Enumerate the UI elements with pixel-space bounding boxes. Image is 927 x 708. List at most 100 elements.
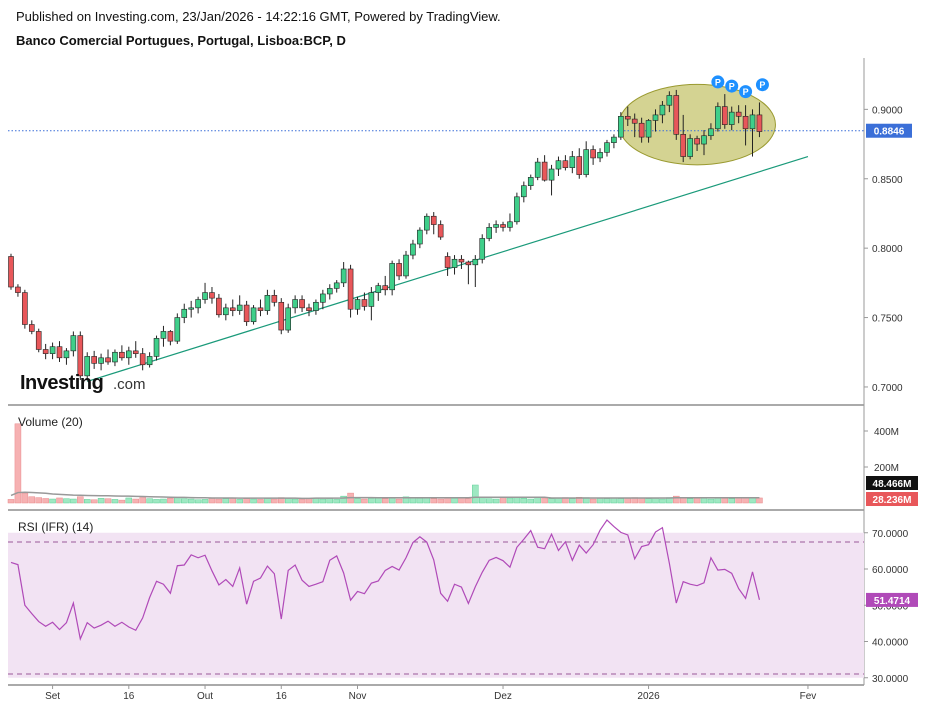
- volume-bar: [707, 498, 715, 504]
- candle-body: [326, 288, 333, 295]
- candle-body: [63, 350, 70, 359]
- candle-body: [271, 295, 278, 303]
- time-tick-label: Nov: [349, 691, 367, 702]
- volume-bar: [298, 499, 306, 504]
- time-tick-label: 16: [276, 691, 288, 702]
- volume-bars: [7, 423, 763, 504]
- candle-body: [250, 307, 257, 323]
- rsi-band: [8, 532, 864, 678]
- candle-body: [70, 335, 77, 352]
- volume-bar: [194, 499, 202, 504]
- rsi-tick-label: 40.0000: [872, 638, 909, 649]
- candle-body: [742, 115, 749, 130]
- volume-bar: [624, 498, 632, 504]
- candle-body: [361, 299, 368, 307]
- candle-body: [728, 111, 735, 125]
- candle-body: [541, 161, 548, 181]
- candle-body: [437, 224, 444, 238]
- candle-body: [236, 304, 243, 311]
- volume-bar: [555, 498, 562, 504]
- candle-body: [146, 356, 153, 366]
- candle-body: [28, 324, 35, 332]
- volume-bar: [368, 498, 375, 504]
- candle-body: [611, 136, 617, 143]
- volume-bar: [340, 495, 347, 504]
- candle-body: [555, 160, 562, 170]
- candle-body: [479, 238, 486, 260]
- volume-bar: [548, 498, 555, 504]
- volume-bar: [395, 498, 403, 504]
- rsi-tick-label: 70.0000: [872, 529, 909, 540]
- candle-body: [313, 301, 319, 311]
- volume-bar: [160, 498, 167, 504]
- candle-body: [403, 254, 409, 277]
- candle-body: [618, 115, 624, 138]
- candle-body: [91, 356, 97, 364]
- candle-body: [521, 185, 527, 198]
- candle-body: [77, 335, 84, 377]
- candle-body: [576, 156, 583, 175]
- candle-body: [527, 177, 534, 186]
- volume-bar: [257, 499, 264, 504]
- candle-body: [126, 350, 132, 359]
- candle-body: [715, 106, 721, 130]
- last-price-tag: 0.8846: [866, 123, 912, 138]
- rsi-label: RSI (IFR) (14): [18, 520, 93, 534]
- candle-body: [721, 106, 728, 125]
- svg-text:51.4714: 51.4714: [874, 596, 911, 607]
- time-tick-label: Fev: [800, 691, 817, 702]
- volume-bar: [215, 498, 223, 504]
- candle-body: [243, 304, 250, 323]
- candle-body: [264, 295, 271, 311]
- volume-bar: [243, 498, 250, 504]
- volume-bar: [21, 492, 29, 504]
- candle-body: [756, 114, 763, 132]
- candle-body: [389, 263, 395, 291]
- candle-body: [354, 299, 361, 310]
- volume-bar: [686, 498, 694, 504]
- volume-bar: [409, 497, 417, 504]
- candle-body: [285, 307, 292, 331]
- volume-bar: [167, 498, 174, 504]
- candle-body: [472, 258, 479, 266]
- volume-bar: [326, 498, 334, 504]
- candle-body: [299, 299, 305, 309]
- candle-body: [645, 120, 652, 138]
- candle-body: [659, 104, 666, 116]
- volume-bar: [527, 498, 534, 504]
- candle-body: [458, 258, 465, 263]
- volume-bar: [35, 497, 42, 504]
- candle-body: [500, 224, 506, 228]
- rsi-tick-label: 30.0000: [872, 674, 909, 685]
- p-marker-label: P: [743, 87, 749, 97]
- volume-bar: [264, 498, 271, 504]
- svg-text:28.236M: 28.236M: [873, 495, 912, 506]
- volume-bar: [90, 499, 98, 504]
- volume-bar: [354, 498, 361, 504]
- volume-bar: [437, 498, 444, 504]
- candle-body: [410, 243, 416, 256]
- candle-body: [35, 331, 42, 350]
- volume-bar: [492, 498, 500, 504]
- candle-body: [188, 307, 194, 310]
- candle-body: [652, 114, 659, 121]
- time-tick-label: Dez: [494, 691, 512, 702]
- volume-bar: [472, 484, 479, 504]
- volume-bar: [534, 497, 541, 504]
- price-tick-label: 0.7500: [872, 314, 903, 325]
- time-tick-label: Set: [45, 691, 60, 702]
- candle-body: [666, 95, 673, 106]
- candle-body: [597, 152, 603, 159]
- candle-body: [112, 351, 118, 363]
- volume-bar: [97, 498, 105, 504]
- p-marker-label: P: [759, 80, 765, 90]
- candle-body: [8, 256, 14, 288]
- candle-body: [382, 285, 389, 291]
- candle-body: [444, 256, 451, 268]
- volume-bar: [63, 498, 70, 504]
- candle-body: [735, 111, 742, 117]
- candle-body: [257, 307, 264, 311]
- volume-bar: [499, 497, 507, 504]
- volume-bar: [645, 498, 652, 504]
- volume-bar: [319, 498, 327, 504]
